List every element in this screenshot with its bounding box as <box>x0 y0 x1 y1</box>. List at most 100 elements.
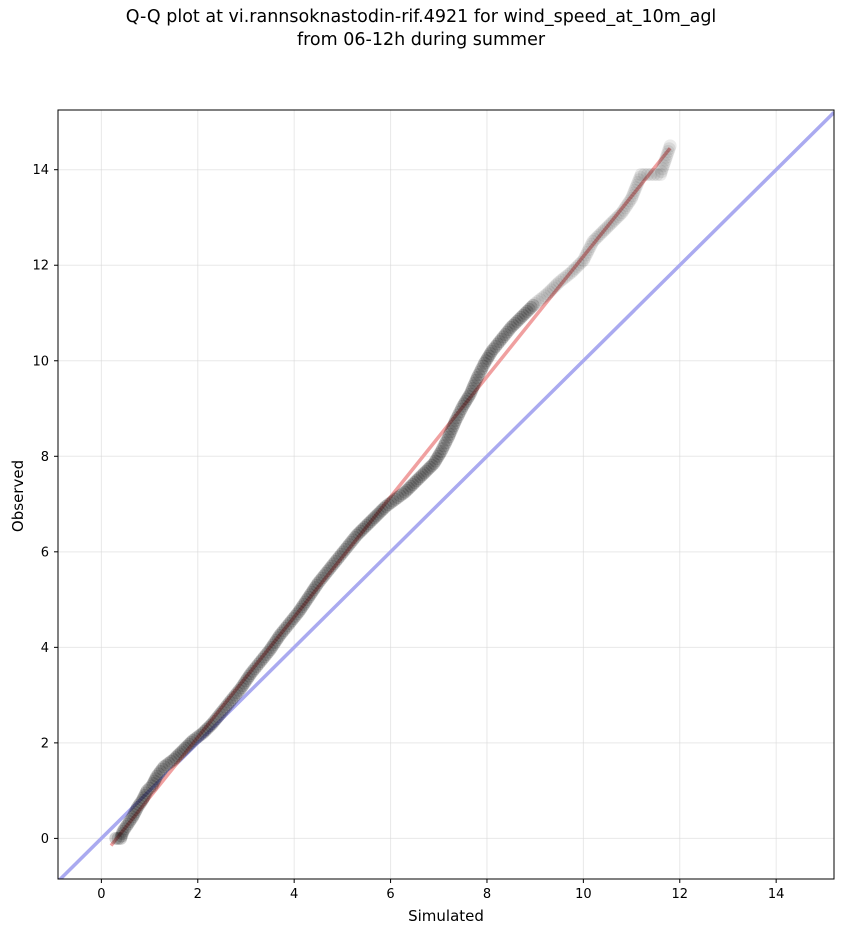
qq-point <box>114 829 128 843</box>
plot-frame <box>57 109 835 880</box>
qq-point <box>393 489 407 503</box>
qq-point <box>139 786 153 800</box>
qq-point <box>514 310 528 324</box>
qq-point <box>611 210 625 224</box>
qq-point <box>363 515 377 529</box>
qq-point <box>180 739 194 753</box>
qq-point <box>450 411 464 425</box>
qq-point <box>460 392 474 406</box>
qq-point <box>346 533 360 547</box>
qq-point <box>253 655 267 669</box>
qq-point <box>626 189 640 203</box>
y-tick-label: 4 <box>41 641 49 656</box>
qq-point <box>625 191 639 205</box>
qq-point <box>440 433 454 447</box>
x-tick-label: 6 <box>386 887 394 902</box>
qq-point <box>213 707 227 721</box>
qq-point <box>510 314 524 328</box>
qq-point <box>431 449 445 463</box>
qq-point <box>295 600 309 614</box>
qq-point <box>628 183 642 197</box>
qq-point <box>592 229 606 243</box>
qq-point <box>273 628 287 642</box>
qq-point <box>391 490 405 504</box>
qq-point <box>476 359 490 373</box>
qq-point <box>286 612 300 626</box>
qq-point <box>570 259 584 273</box>
qq-point <box>644 167 658 181</box>
qq-point <box>332 550 346 564</box>
qq-point <box>444 425 458 439</box>
qq-point <box>361 517 375 531</box>
qq-point <box>280 619 294 633</box>
qq-point <box>621 196 635 210</box>
qq-point <box>138 788 152 802</box>
y-tick-label: 8 <box>41 450 49 465</box>
qq-point <box>321 564 335 578</box>
qq-point <box>524 300 538 314</box>
qq-point <box>540 287 554 301</box>
qq-point <box>121 817 135 831</box>
qq-point <box>252 657 266 671</box>
qq-point <box>655 162 669 176</box>
qq-point <box>159 758 173 772</box>
qq-point <box>653 167 667 181</box>
qq-point <box>164 754 178 768</box>
y-tick-label: 10 <box>32 354 49 369</box>
qq-point <box>473 365 487 379</box>
qq-point <box>219 700 233 714</box>
qq-point <box>520 304 534 318</box>
qq-point <box>178 741 192 755</box>
qq-point <box>452 408 466 422</box>
qq-point <box>552 275 566 289</box>
x-axis-ticks: 0 2 4 6 8 10 12 14 <box>97 879 784 902</box>
qq-point <box>379 499 393 513</box>
qq-point <box>275 626 289 640</box>
qq-point <box>398 485 412 499</box>
qq-point <box>441 430 455 444</box>
qq-point <box>453 405 467 419</box>
qq-point <box>434 445 448 459</box>
qq-point <box>439 436 453 450</box>
qq-point <box>388 492 402 506</box>
qq-point <box>311 576 325 590</box>
y-tick-label: 14 <box>32 163 49 178</box>
qq-point <box>494 332 508 346</box>
qq-point <box>586 234 600 248</box>
qq-point <box>566 263 580 277</box>
qq-point <box>528 296 542 310</box>
qq-point <box>544 283 558 297</box>
qq-point <box>239 674 253 688</box>
qq-point <box>342 538 356 552</box>
qq-point <box>413 470 427 484</box>
qq-point <box>647 167 661 181</box>
y-axis-label: Observed <box>9 460 27 532</box>
qq-point <box>234 681 248 695</box>
qq-point <box>582 243 596 257</box>
reference-line-layer <box>58 111 834 879</box>
qq-point <box>118 822 132 836</box>
qq-point <box>140 784 154 798</box>
qq-point <box>583 240 597 254</box>
qq-point <box>331 552 345 566</box>
fit-line <box>109 147 672 847</box>
qq-point <box>454 402 468 416</box>
chart-title-line-2: from 06-12h during summer <box>296 30 546 50</box>
qq-point <box>637 167 651 181</box>
qq-point <box>572 257 586 271</box>
qq-point <box>658 153 672 167</box>
qq-point <box>298 595 312 609</box>
qq-point <box>463 387 477 401</box>
x-tick-label: 0 <box>97 887 105 902</box>
x-tick-label: 4 <box>290 887 298 902</box>
qq-point <box>548 279 562 293</box>
qq-point <box>480 351 494 365</box>
qq-point <box>191 730 205 744</box>
qq-point <box>447 416 461 430</box>
qq-point <box>578 251 592 265</box>
qq-point <box>375 503 389 517</box>
qq-point <box>559 269 573 283</box>
qq-point <box>246 664 260 678</box>
qq-point <box>518 306 532 320</box>
qq-point <box>504 320 518 334</box>
